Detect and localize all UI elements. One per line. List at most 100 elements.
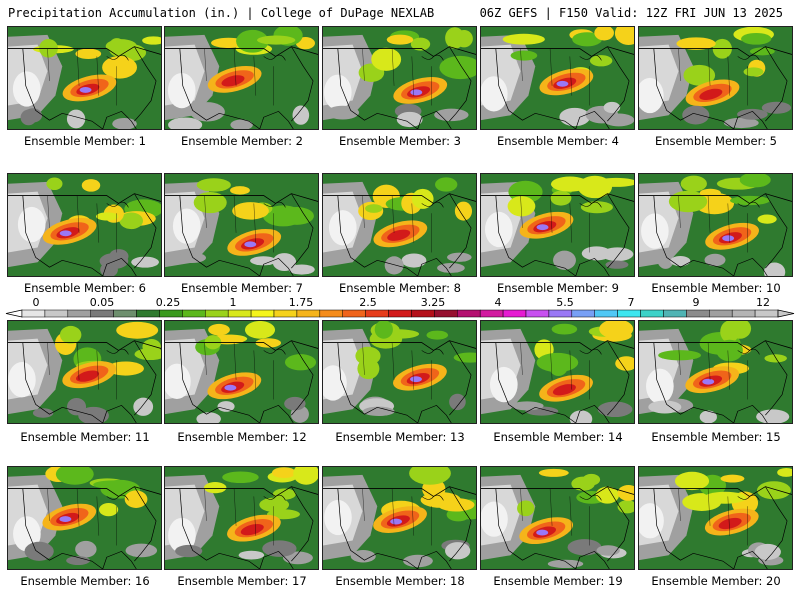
ensemble-member-map [322, 173, 477, 277]
colorbar-high-arrow [777, 309, 795, 318]
precipitation-map [481, 174, 634, 276]
ensemble-member-map [480, 320, 635, 424]
ensemble-member-label: Ensemble Member: 6 [24, 281, 146, 295]
colorbar-segment [342, 309, 366, 318]
colorbar-segment [319, 309, 343, 318]
colorbar-tick-label: 4 [494, 296, 502, 309]
ensemble-member-map [480, 173, 635, 277]
colorbar-segment [273, 309, 298, 318]
valid-time-label: 06Z GEFS | F150 Valid: 12Z FRI JUN 13 20… [479, 6, 783, 20]
ensemble-member-label: Ensemble Member: 18 [335, 574, 465, 588]
colorbar-tick-label: 0.05 [89, 296, 115, 309]
colorbar-segment [571, 309, 595, 318]
precipitation-map [165, 467, 318, 569]
colorbar-segment [67, 309, 91, 318]
ensemble-member-label: Ensemble Member: 5 [655, 134, 777, 148]
ensemble-member-map [480, 466, 635, 570]
colorbar-segment [457, 309, 481, 318]
colorbar-segment [502, 309, 527, 318]
colorbar-segment [479, 309, 504, 318]
precipitation-map [323, 467, 476, 569]
colorbar-segment [686, 309, 710, 318]
ensemble-member-label: Ensemble Member: 11 [20, 430, 150, 444]
precipitation-map [8, 27, 161, 129]
colorbar-segment [731, 309, 756, 318]
colorbar-segment [640, 309, 664, 318]
ensemble-member-label: Ensemble Member: 1 [24, 134, 146, 148]
precipitation-map [639, 27, 792, 129]
colorbar-scale [5, 309, 795, 318]
colorbar-tick-label: 1.75 [288, 296, 314, 309]
ensemble-member-label: Ensemble Member: 13 [335, 430, 465, 444]
ensemble-member-label: Ensemble Member: 10 [651, 281, 781, 295]
colorbar-tick-label: 0 [32, 296, 40, 309]
colorbar-segment [594, 309, 618, 318]
colorbar-tick-label: 12 [756, 296, 770, 309]
colorbar-segment [663, 309, 687, 318]
ensemble-member-map [7, 320, 162, 424]
ensemble-member-map [322, 320, 477, 424]
ensemble-member-label: Ensemble Member: 12 [177, 430, 307, 444]
ensemble-member-map [638, 320, 793, 424]
ensemble-member-label: Ensemble Member: 20 [651, 574, 781, 588]
colorbar-segment [365, 309, 389, 318]
precipitation-map [481, 27, 634, 129]
ensemble-member-label: Ensemble Member: 16 [20, 574, 150, 588]
ensemble-member-label: Ensemble Member: 7 [181, 281, 303, 295]
colorbar-segment [205, 309, 229, 318]
colorbar-tick-label: 2.5 [359, 296, 377, 309]
ensemble-member-map [164, 173, 319, 277]
colorbar-segment [709, 309, 733, 318]
precipitation-map [639, 321, 792, 423]
ensemble-member-map [638, 26, 793, 130]
precipitation-map [165, 174, 318, 276]
colorbar-segment [617, 309, 641, 318]
ensemble-member-map [164, 26, 319, 130]
colorbar-segment [44, 309, 69, 318]
ensemble-member-map [7, 173, 162, 277]
ensemble-member-label: Ensemble Member: 8 [339, 281, 461, 295]
colorbar-segment [227, 309, 252, 318]
colorbar-tick-label: 3.25 [420, 296, 446, 309]
ensemble-member-map [638, 173, 793, 277]
ensemble-member-map [480, 26, 635, 130]
ensemble-member-label: Ensemble Member: 4 [497, 134, 619, 148]
colorbar-segment [250, 309, 275, 318]
ensemble-member-map [164, 466, 319, 570]
ensemble-member-label: Ensemble Member: 14 [493, 430, 623, 444]
ensemble-member-label: Ensemble Member: 2 [181, 134, 303, 148]
precipitation-map [323, 174, 476, 276]
precipitation-map [639, 467, 792, 569]
colorbar-segment [159, 309, 183, 318]
colorbar-tick-label: 9 [692, 296, 700, 309]
precipitation-map [8, 467, 161, 569]
colorbar-segment [182, 309, 206, 318]
precipitation-map [323, 27, 476, 129]
precipitation-map [8, 321, 161, 423]
ensemble-member-map [638, 466, 793, 570]
precipitation-map [481, 467, 634, 569]
ensemble-member-label: Ensemble Member: 15 [651, 430, 781, 444]
chart-title: Precipitation Accumulation (in.) | Colle… [8, 6, 435, 20]
colorbar-tick-label: 7 [627, 296, 635, 309]
ensemble-member-map [322, 26, 477, 130]
colorbar-segment [136, 309, 160, 318]
colorbar-segment [90, 309, 114, 318]
colorbar-segment [21, 309, 46, 318]
precipitation-map [481, 321, 634, 423]
ensemble-member-label: Ensemble Member: 19 [493, 574, 623, 588]
ensemble-member-label: Ensemble Member: 9 [497, 281, 619, 295]
colorbar-segment [754, 309, 779, 318]
colorbar-tick-label: 5.5 [556, 296, 574, 309]
colorbar: 0 0.05 0.25 1 1.75 2.5 3.25 4 5.5 7 9 12 [0, 296, 800, 322]
ensemble-member-map [7, 26, 162, 130]
colorbar-segment [388, 309, 412, 318]
ensemble-member-label: Ensemble Member: 3 [339, 134, 461, 148]
colorbar-segment [296, 309, 321, 318]
ensemble-member-label: Ensemble Member: 17 [177, 574, 307, 588]
ensemble-member-map [164, 320, 319, 424]
colorbar-segment [411, 309, 435, 318]
ensemble-member-map [7, 466, 162, 570]
colorbar-tick-label: 0.25 [155, 296, 181, 309]
colorbar-segment [434, 309, 458, 318]
